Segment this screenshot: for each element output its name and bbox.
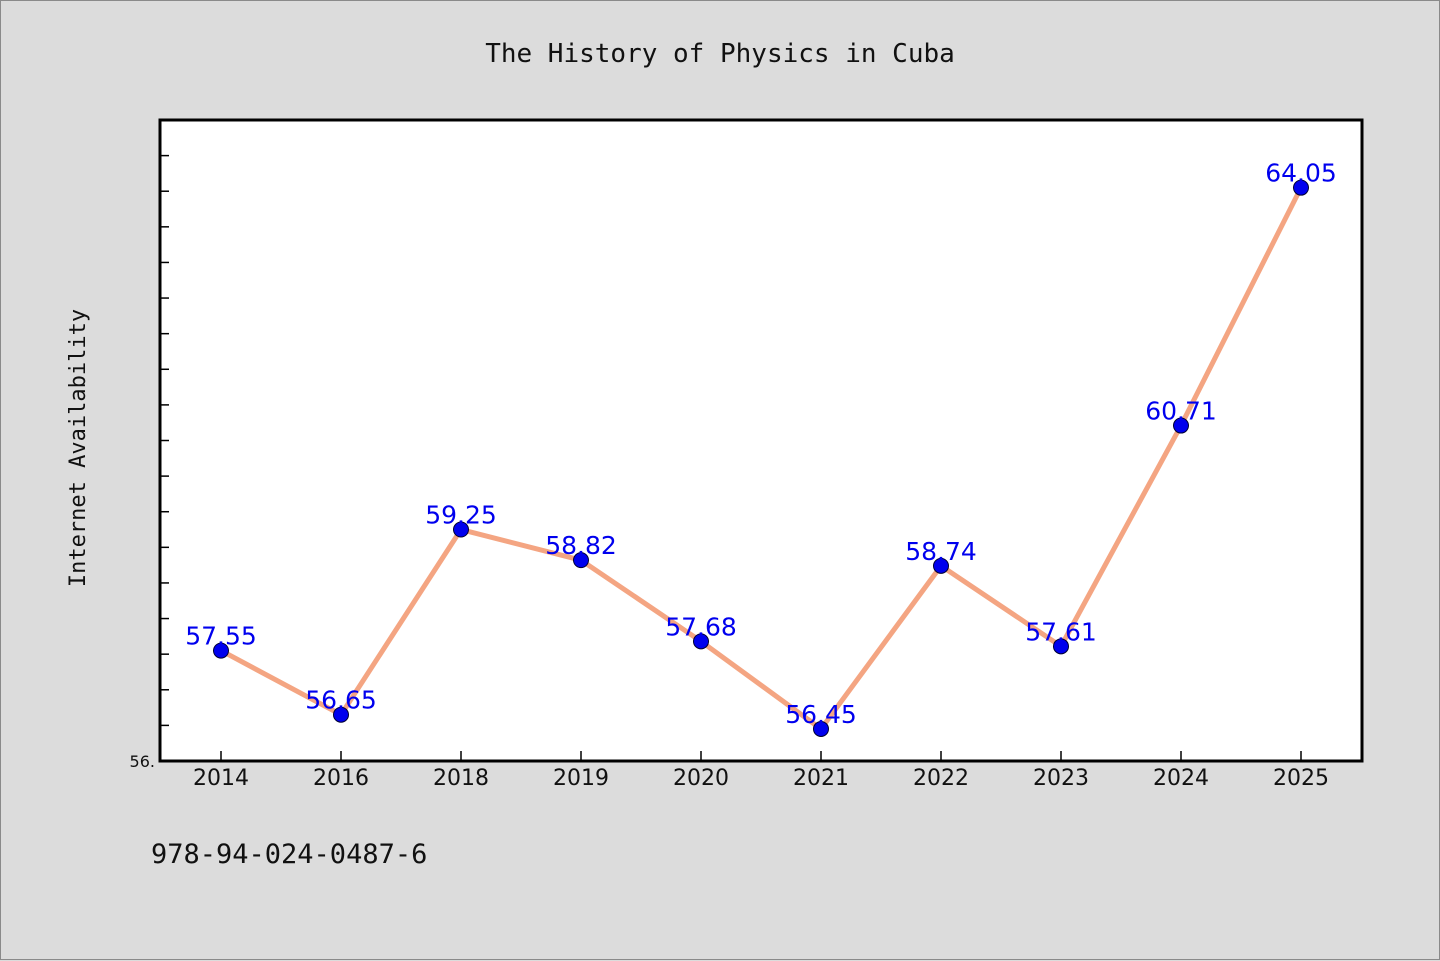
series-line bbox=[218, 185, 1304, 732]
x-tick-label: 2021 bbox=[793, 766, 849, 791]
x-tick-label: 2023 bbox=[1033, 766, 1089, 791]
data-point bbox=[573, 552, 589, 569]
data-label: 56.45 bbox=[785, 700, 857, 729]
plot-area bbox=[158, 118, 1364, 763]
x-axis: 2014 2016 2018 2019 2020 2021 2022 2023 2024 2025 bbox=[193, 751, 1329, 791]
x-tick-label: 2016 bbox=[313, 766, 369, 791]
x-tick-label: 2019 bbox=[553, 766, 609, 791]
series-line-path bbox=[218, 185, 1304, 732]
data-point bbox=[1053, 638, 1069, 655]
data-label: 58.74 bbox=[905, 537, 977, 566]
x-tick-label: 2014 bbox=[193, 766, 249, 791]
data-point bbox=[693, 633, 709, 650]
data-label: 64.05 bbox=[1265, 159, 1337, 188]
x-tick-label: 2020 bbox=[673, 766, 729, 791]
data-labels: 57.55 56.65 59.25 58.82 57.68 56.45 58.74 57.61… bbox=[185, 159, 1337, 729]
data-point bbox=[213, 642, 229, 659]
y-axis-ticks bbox=[160, 154, 169, 727]
data-label: 57.61 bbox=[1025, 617, 1097, 646]
data-point bbox=[933, 557, 949, 574]
x-tick-label: 2018 bbox=[433, 766, 489, 791]
y-min-tick-label: 56. bbox=[130, 752, 155, 771]
data-label: 58.82 bbox=[545, 531, 617, 560]
series-markers bbox=[213, 179, 1309, 737]
data-point bbox=[813, 720, 829, 737]
y-axis-label: Internet Availability bbox=[66, 309, 91, 587]
chart-title: The History of Physics in Cuba bbox=[485, 39, 955, 69]
data-label: 56.65 bbox=[305, 686, 377, 715]
data-label: 60.71 bbox=[1145, 397, 1217, 426]
data-label: 57.55 bbox=[185, 622, 257, 651]
data-point bbox=[453, 521, 469, 538]
data-point bbox=[333, 706, 349, 723]
data-label: 57.68 bbox=[665, 612, 737, 641]
x-tick-label: 2024 bbox=[1153, 766, 1209, 791]
x-tick-label: 2022 bbox=[913, 766, 969, 791]
data-label: 59.25 bbox=[425, 501, 497, 530]
x-tick-label: 2025 bbox=[1273, 766, 1329, 791]
data-point bbox=[1173, 417, 1189, 434]
footer-isbn: 978-94-024-0487-6 bbox=[151, 839, 427, 870]
data-point bbox=[1293, 179, 1309, 196]
